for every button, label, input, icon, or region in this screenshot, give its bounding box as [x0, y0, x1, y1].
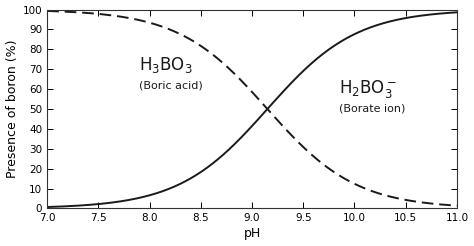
Text: (Boric acid): (Boric acid) — [139, 80, 203, 90]
X-axis label: pH: pH — [244, 228, 261, 240]
Text: $\mathregular{H_3BO_3}$: $\mathregular{H_3BO_3}$ — [139, 55, 193, 75]
Text: $\mathregular{H_2BO_3^-}$: $\mathregular{H_2BO_3^-}$ — [339, 78, 397, 100]
Y-axis label: Presence of boron (%): Presence of boron (%) — [6, 40, 18, 178]
Text: (Borate ion): (Borate ion) — [339, 104, 405, 114]
